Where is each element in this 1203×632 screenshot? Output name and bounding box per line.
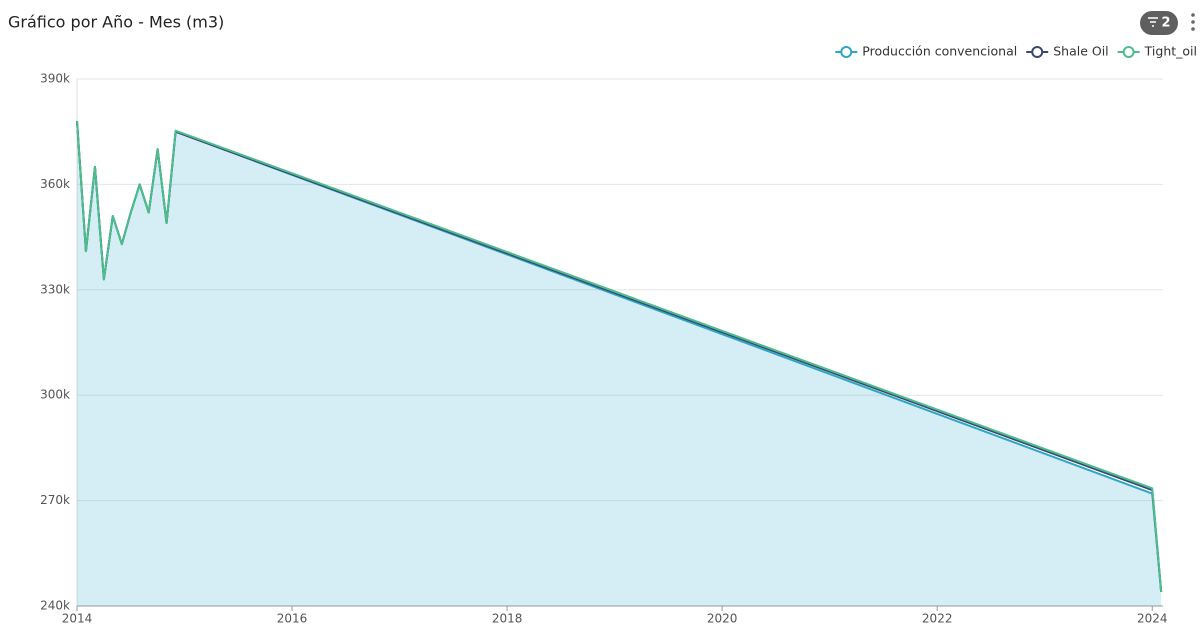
chart-title: Gráfico por Año - Mes (m3): [8, 13, 224, 32]
menu-dots[interactable]: [1191, 13, 1195, 31]
legend-label: Shale Oil: [1053, 44, 1108, 59]
y-tick-label: 270k: [40, 493, 70, 507]
area: [77, 121, 1162, 606]
y-tick-label: 240k: [40, 599, 70, 613]
y-tick-label: 330k: [40, 282, 70, 296]
y-tick-label: 300k: [40, 388, 70, 402]
x-tick-label: 2018: [492, 612, 523, 626]
x-tick-label: 2024: [1137, 612, 1168, 626]
x-tick-label: 2016: [277, 612, 308, 626]
y-tick-label: 360k: [40, 177, 70, 191]
x-tick-label: 2014: [62, 612, 93, 626]
legend-label: Tight_oil: [1144, 44, 1197, 59]
y-tick-label: 390k: [40, 72, 70, 86]
legend-marker: [1122, 46, 1135, 58]
x-tick-label: 2020: [707, 612, 738, 626]
legend-marker: [840, 46, 853, 58]
legend-label: Producción convencional: [862, 44, 1017, 59]
series-line: [76, 121, 1163, 593]
x-tick-label: 2022: [922, 612, 953, 626]
legend-marker: [1031, 46, 1044, 58]
filter-icon: [1148, 17, 1158, 27]
filter-badge[interactable]: [1140, 11, 1178, 35]
filter-count: 2: [1161, 16, 1170, 31]
